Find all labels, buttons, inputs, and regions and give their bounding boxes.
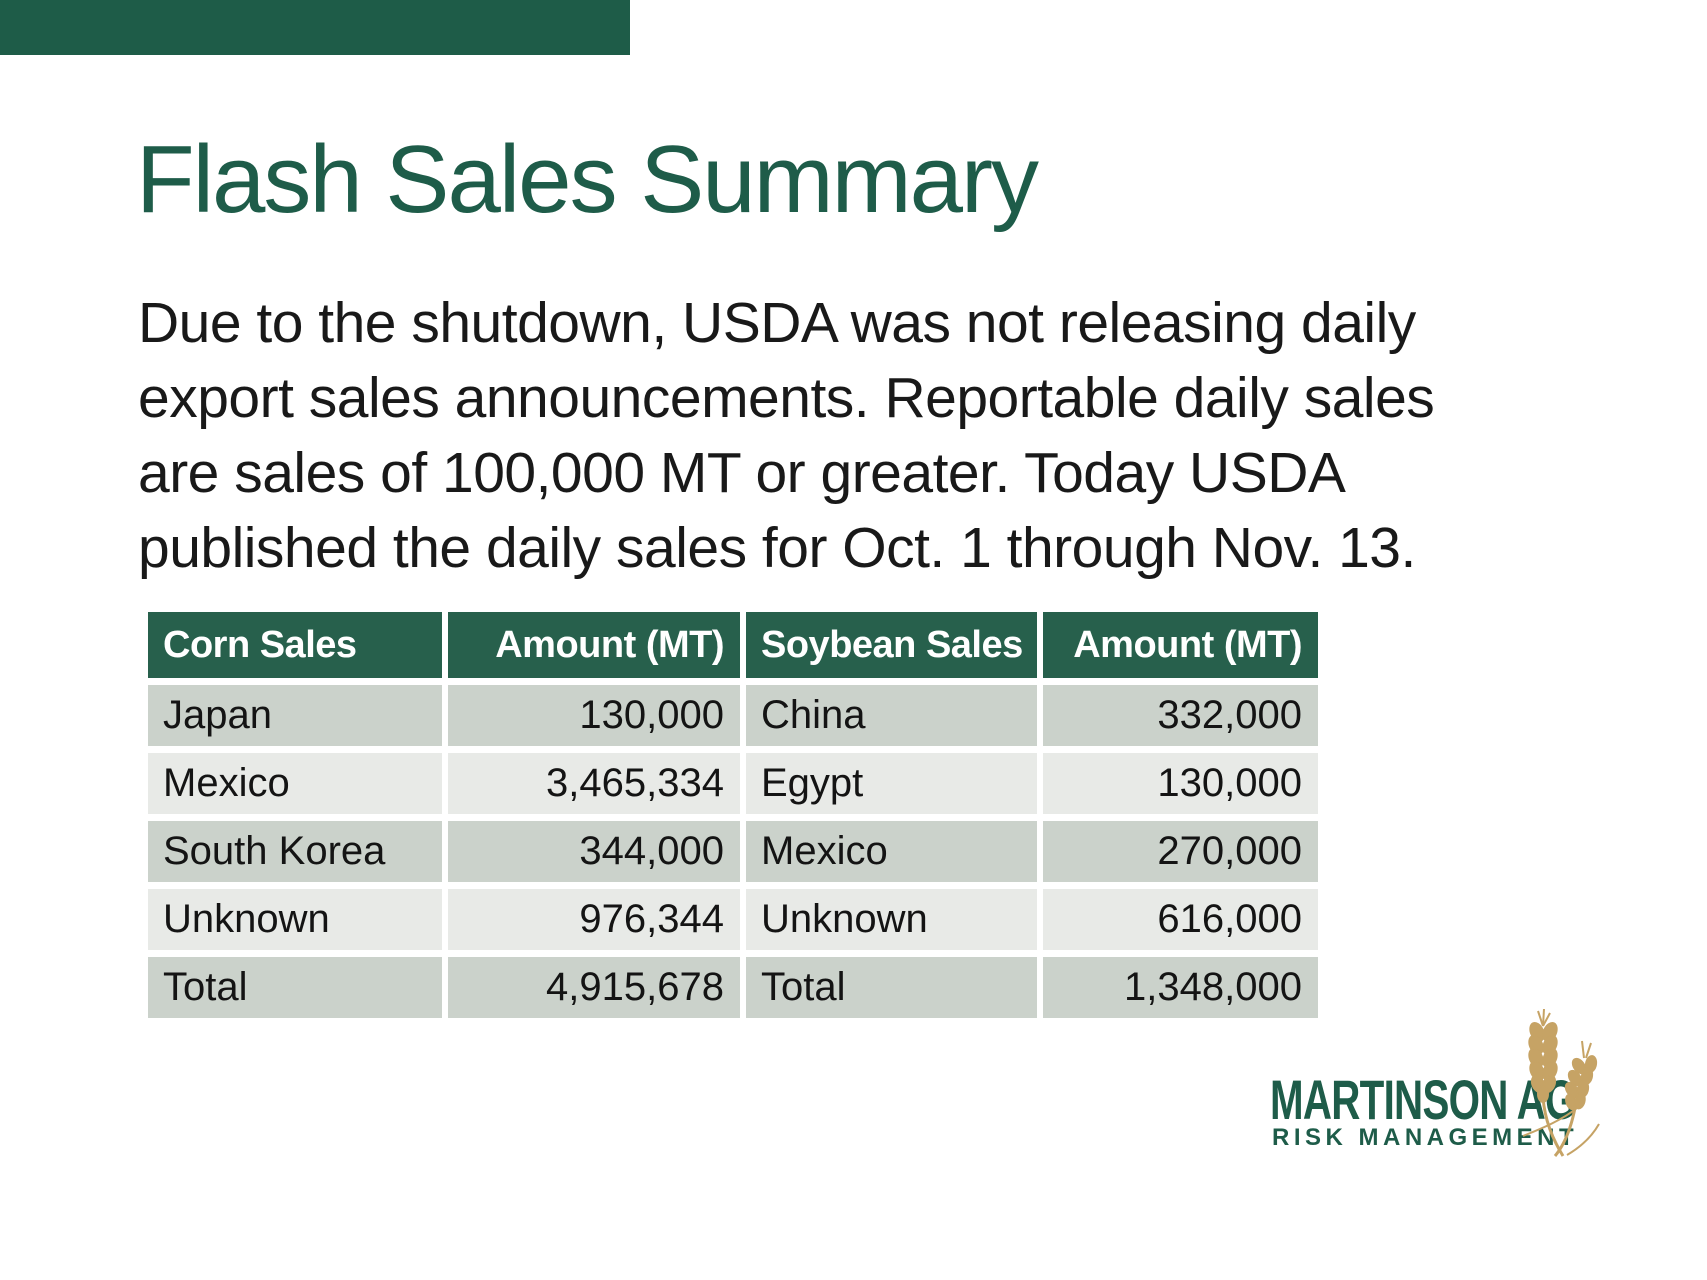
- corn-amount-cell: 344,000: [448, 821, 740, 882]
- corn-country-cell: Mexico: [148, 753, 442, 814]
- body-line: export sales announcements. Reportable d…: [138, 366, 1435, 430]
- corn-amount-header: Amount (MT): [448, 612, 740, 678]
- soybean-total-label-cell: Total: [746, 957, 1037, 1018]
- soybean-amount-cell: 130,000: [1043, 753, 1318, 814]
- soybean-total-amount-cell: 1,348,000: [1043, 957, 1318, 1018]
- soybean-country-cell: China: [746, 685, 1037, 746]
- soybean-country-cell: Unknown: [746, 889, 1037, 950]
- soybean-country-cell: Egypt: [746, 753, 1037, 814]
- body-line: are sales of 100,000 MT or greater. Toda…: [138, 441, 1346, 505]
- soybean-country-cell: Mexico: [746, 821, 1037, 882]
- flash-sales-table: Corn Sales Amount (MT) Soybean Sales Amo…: [148, 612, 1318, 1018]
- soybean-amount-cell: 616,000: [1043, 889, 1318, 950]
- corn-country-cell: South Korea: [148, 821, 442, 882]
- corn-amount-cell: 130,000: [448, 685, 740, 746]
- wheat-stalks-icon: [1522, 1008, 1600, 1157]
- soybean-sales-header: Soybean Sales: [746, 612, 1037, 678]
- body-paragraph: Due to the shutdown, USDA was not releas…: [138, 286, 1578, 586]
- corn-amount-cell: 3,465,334: [448, 753, 740, 814]
- top-accent-bar: [0, 0, 630, 55]
- slide-title: Flash Sales Summary: [136, 126, 1039, 233]
- corn-country-cell: Unknown: [148, 889, 442, 950]
- soybean-amount-header: Amount (MT): [1043, 612, 1318, 678]
- body-line: published the daily sales for Oct. 1 thr…: [138, 516, 1416, 580]
- corn-country-cell: Japan: [148, 685, 442, 746]
- corn-total-label-cell: Total: [148, 957, 442, 1018]
- soybean-amount-cell: 270,000: [1043, 821, 1318, 882]
- logo-subtitle: RISK MANAGEMENT: [1272, 1124, 1579, 1151]
- corn-sales-header: Corn Sales: [148, 612, 442, 678]
- martinson-ag-logo: MARTINSON AG RISK MANAGEMENT: [1270, 1008, 1610, 1168]
- corn-amount-cell: 976,344: [448, 889, 740, 950]
- soybean-amount-cell: 332,000: [1043, 685, 1318, 746]
- body-line: Due to the shutdown, USDA was not releas…: [138, 291, 1416, 355]
- corn-total-amount-cell: 4,915,678: [448, 957, 740, 1018]
- logo-wordmark: MARTINSON AG: [1270, 1068, 1576, 1131]
